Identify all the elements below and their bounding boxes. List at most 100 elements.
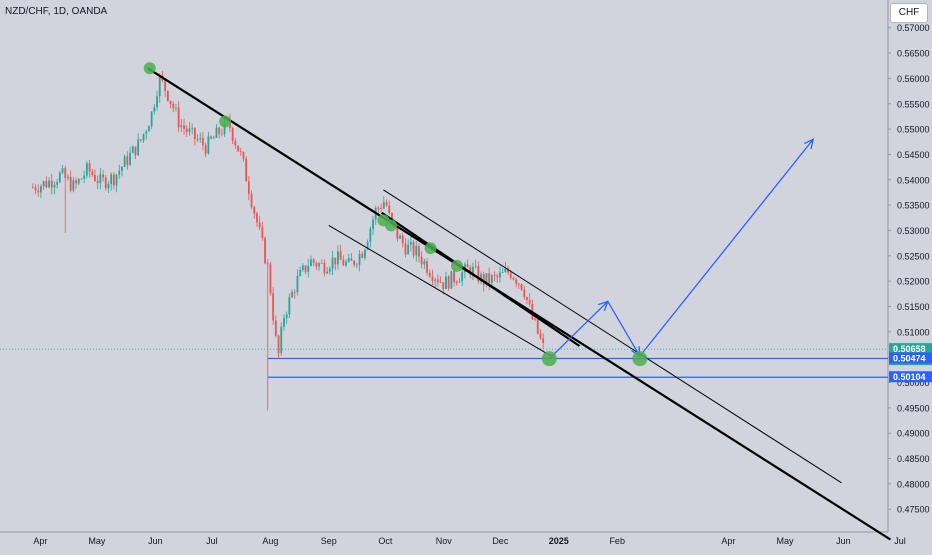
candle bbox=[353, 259, 356, 268]
candle bbox=[380, 203, 383, 212]
candle bbox=[528, 293, 531, 307]
candle bbox=[372, 215, 374, 236]
candle-body bbox=[61, 168, 64, 173]
candle-body bbox=[56, 182, 59, 185]
candle-body bbox=[504, 268, 507, 273]
candle bbox=[69, 170, 72, 193]
candle bbox=[199, 132, 202, 143]
level-badge-bg bbox=[889, 371, 932, 383]
candle bbox=[434, 277, 437, 288]
candle bbox=[150, 111, 153, 130]
candle bbox=[450, 271, 453, 289]
candle-body bbox=[180, 125, 183, 128]
candle-body bbox=[466, 264, 469, 268]
candle bbox=[80, 177, 83, 180]
candle bbox=[523, 285, 526, 300]
candle-body bbox=[150, 111, 153, 127]
y-tick-label: 0.54500 bbox=[897, 150, 930, 160]
candle bbox=[164, 79, 167, 98]
candle bbox=[423, 258, 426, 269]
candle bbox=[466, 259, 469, 268]
currency-button[interactable]: CHF bbox=[890, 3, 928, 23]
symbol-title: NZD/CHF, 1D, OANDA bbox=[5, 6, 108, 17]
candle-body bbox=[310, 259, 312, 266]
candle-body bbox=[64, 168, 67, 178]
candle bbox=[301, 263, 304, 272]
candle-body bbox=[202, 138, 204, 146]
candle-body bbox=[407, 244, 410, 255]
candle-body bbox=[442, 282, 445, 290]
candle-body bbox=[288, 297, 291, 315]
candle-body bbox=[250, 194, 253, 208]
candle-body bbox=[42, 181, 45, 187]
candle bbox=[461, 267, 464, 287]
candle-body bbox=[301, 265, 304, 271]
candle-body bbox=[307, 265, 310, 272]
candle bbox=[382, 196, 385, 210]
candle-body bbox=[72, 180, 75, 191]
candle-body bbox=[280, 326, 283, 354]
candle-body bbox=[104, 177, 107, 189]
candle-body bbox=[507, 268, 509, 273]
candle-body bbox=[199, 138, 202, 140]
candle bbox=[493, 271, 496, 282]
candle-body bbox=[517, 283, 520, 285]
candle-body bbox=[534, 319, 536, 320]
candle bbox=[172, 101, 175, 113]
candle bbox=[307, 259, 310, 278]
candle-body bbox=[40, 186, 42, 193]
candle bbox=[361, 251, 364, 259]
candle bbox=[256, 211, 258, 227]
candle bbox=[345, 259, 347, 268]
candle-body bbox=[358, 253, 361, 265]
x-tick-label: Oct bbox=[378, 536, 393, 546]
candle bbox=[472, 262, 474, 281]
candle bbox=[283, 314, 285, 331]
candle bbox=[526, 296, 528, 305]
candle bbox=[539, 328, 542, 340]
candle-body bbox=[377, 207, 380, 209]
y-tick-label: 0.55500 bbox=[897, 99, 930, 109]
candle-body bbox=[396, 226, 399, 239]
candle bbox=[436, 274, 439, 287]
candle bbox=[299, 266, 302, 277]
candle bbox=[253, 205, 256, 219]
candle bbox=[153, 103, 156, 115]
candle-body bbox=[253, 207, 256, 214]
candle-body bbox=[172, 103, 175, 109]
y-tick-label: 0.52500 bbox=[897, 251, 930, 261]
candle bbox=[134, 146, 137, 159]
x-tick-label: May bbox=[776, 536, 794, 546]
candle-body bbox=[350, 258, 353, 261]
candle-body bbox=[499, 272, 501, 278]
y-tick-label: 0.51000 bbox=[897, 327, 930, 337]
candle-body bbox=[366, 241, 369, 250]
candle-body bbox=[528, 300, 531, 305]
candle-body bbox=[331, 257, 334, 269]
candle bbox=[490, 273, 493, 286]
candle-body bbox=[415, 246, 418, 256]
x-tick-label: Aug bbox=[262, 536, 278, 546]
candle-body bbox=[80, 178, 83, 180]
touch-point-marker bbox=[541, 351, 557, 367]
trendline-main-channel-lower bbox=[328, 224, 554, 358]
x-tick-label: Apr bbox=[33, 536, 47, 546]
candle-body bbox=[320, 262, 323, 264]
candle-body bbox=[231, 128, 234, 141]
candle-body bbox=[148, 126, 150, 132]
candle-body bbox=[112, 174, 115, 186]
candle bbox=[129, 146, 131, 167]
candle-body bbox=[450, 271, 453, 289]
candle-body bbox=[293, 291, 296, 293]
candle-body bbox=[480, 274, 482, 282]
candle bbox=[58, 170, 61, 184]
y-tick-label: 0.54000 bbox=[897, 175, 930, 185]
candle bbox=[264, 236, 266, 265]
candle bbox=[177, 101, 180, 132]
y-tick-label: 0.51500 bbox=[897, 302, 930, 312]
candle bbox=[520, 283, 523, 291]
candle bbox=[202, 131, 204, 151]
level-badge-bg bbox=[889, 352, 932, 364]
